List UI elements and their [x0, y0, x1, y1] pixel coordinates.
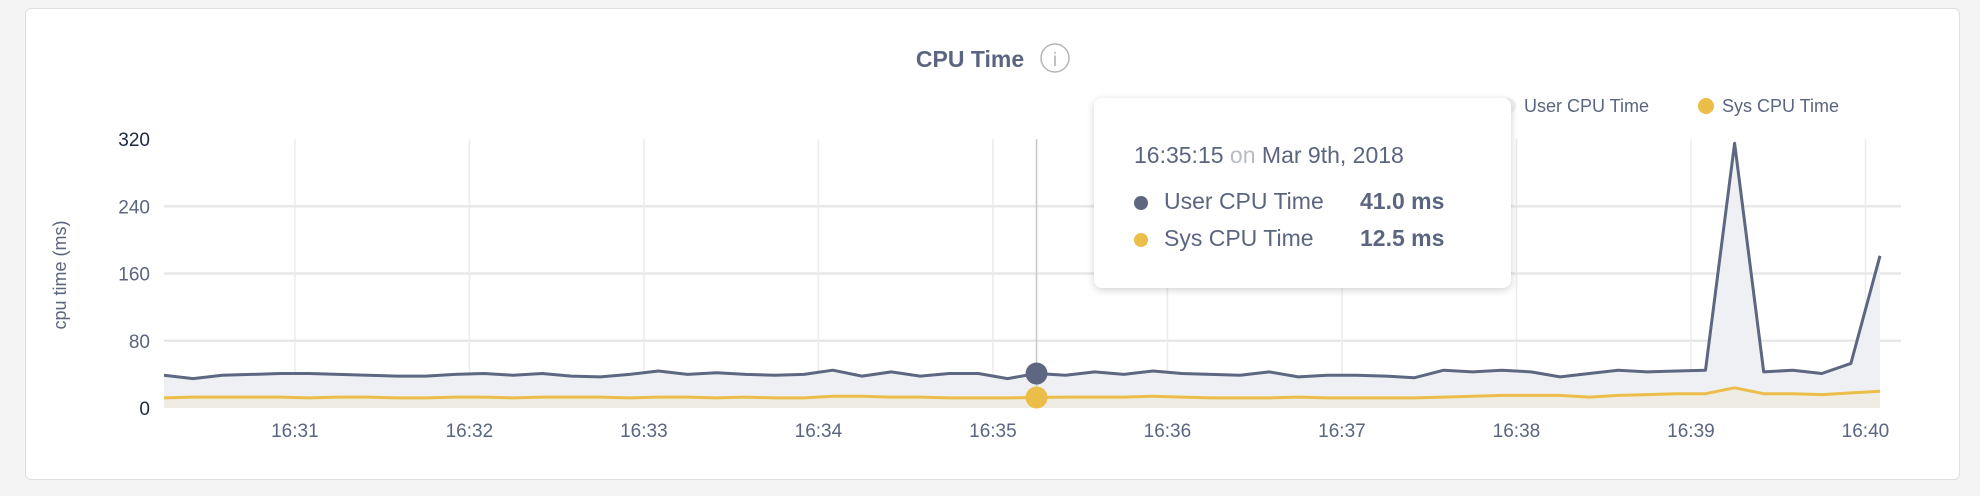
series-lines — [163, 141, 1882, 400]
tooltip-on: on — [1229, 142, 1256, 168]
x-tick-label: 16:40 — [1842, 421, 1890, 442]
tooltip-time: 16:35:15 — [1134, 142, 1224, 168]
user-dot-icon — [1134, 195, 1148, 210]
y-tick-label: 240 — [118, 197, 150, 218]
tooltip-row-sys: Sys CPU Time 12.5 ms — [1134, 225, 1444, 252]
x-tick-label: 16:31 — [271, 421, 319, 442]
tooltip-label: User CPU Time — [1164, 188, 1324, 214]
y-axis-label: cpu time (ms) — [50, 220, 70, 329]
x-tick-label: 16:34 — [795, 421, 843, 442]
legend-label: User CPU Time — [1524, 96, 1650, 116]
hover-marker-user — [1025, 362, 1048, 385]
hover-marker-sys — [1025, 386, 1048, 409]
legend-item-user[interactable]: User CPU Time — [1500, 96, 1649, 117]
tooltip-value: 12.5 ms — [1360, 225, 1445, 251]
x-tick-label: 16:33 — [620, 421, 668, 442]
tooltip-label: Sys CPU Time — [1164, 225, 1314, 251]
x-tick-label: 16:37 — [1318, 421, 1366, 442]
x-tick-label: 16:38 — [1493, 421, 1541, 442]
y-tick-label: 320 — [118, 130, 150, 151]
y-tick-label: 80 — [129, 332, 150, 353]
x-tick-label: 16:32 — [446, 421, 494, 442]
area-user — [164, 143, 1880, 408]
info-circle-icon[interactable]: i — [1040, 43, 1070, 73]
chart-title: CPU Time — [916, 46, 1024, 72]
line-user — [163, 141, 1882, 381]
y-tick-label: 0 — [139, 399, 150, 420]
y-tick-label: 160 — [118, 265, 150, 286]
y-axis-ticks: 0 80 160 240 320 — [118, 130, 150, 420]
svg-text:i: i — [1053, 50, 1057, 71]
tooltip-row-user: User CPU Time 41.0 ms — [1134, 188, 1444, 215]
legend-dot-sys — [1698, 98, 1714, 114]
line-sys — [163, 386, 1881, 400]
x-tick-label: 16:35 — [969, 421, 1017, 442]
x-tick-label: 16:39 — [1667, 421, 1715, 442]
sys-dot-icon — [1134, 232, 1148, 247]
tooltip-date: Mar 9th, 2018 — [1261, 142, 1404, 168]
hover-markers — [1025, 362, 1048, 409]
series-areas — [164, 143, 1880, 408]
tooltip: 16:35:15 on Mar 9th, 2018 User CPU Time 4… — [1094, 98, 1511, 288]
tooltip-timestamp: 16:35:15 on Mar 9th, 2018 — [1134, 142, 1404, 169]
legend-label: Sys CPU Time — [1722, 96, 1840, 116]
tooltip-value: 41.0 ms — [1360, 188, 1445, 214]
legend-item-sys[interactable]: Sys CPU Time — [1698, 96, 1839, 117]
x-axis-ticks: 16:31 16:32 16:33 16:34 16:35 16:36 16:37 16:38… — [271, 421, 1889, 442]
x-tick-label: 16:36 — [1144, 421, 1192, 442]
